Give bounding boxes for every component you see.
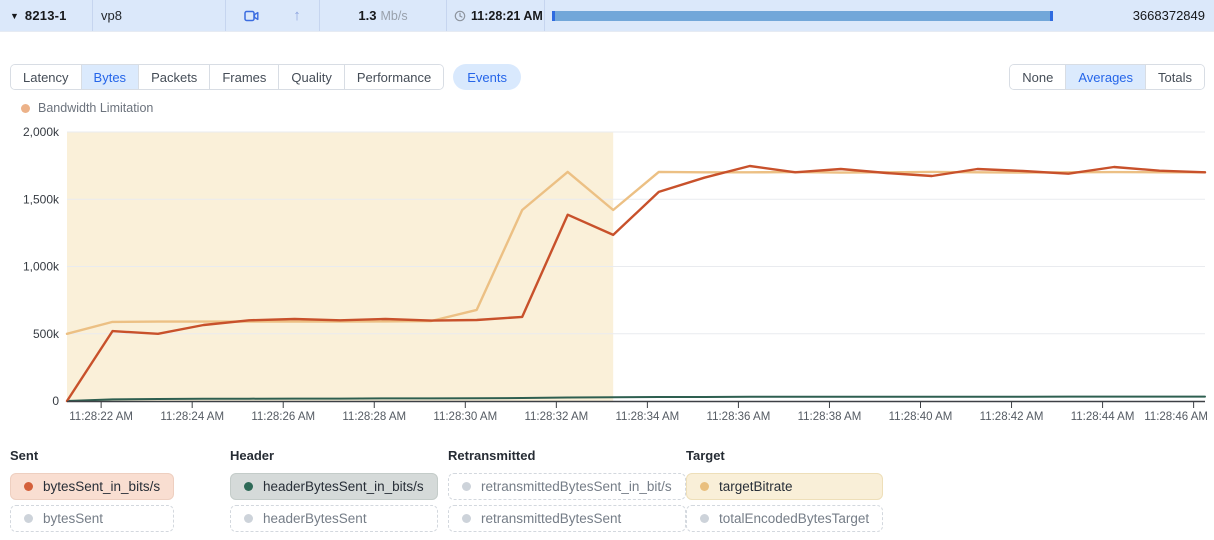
series-dot-icon [24, 514, 33, 523]
series-toggle-bytesSent_in_bits/s[interactable]: bytesSent_in_bits/s [10, 473, 175, 500]
bitrate-unit: Mb/s [380, 8, 408, 23]
x-tick-label: 11:28:42 AM [980, 411, 1044, 423]
x-tick-label: 11:28:26 AM [251, 411, 315, 423]
x-tick-label: 11:28:32 AM [524, 411, 588, 423]
legend-group-header: Header headerBytesSent_in_bits/s headerByt… [230, 448, 438, 537]
series-dot-icon [700, 514, 709, 523]
tab-latency[interactable]: Latency [11, 65, 81, 89]
codec-cell: vp8 [93, 0, 226, 31]
legend-group-title: Sent [10, 448, 39, 463]
upload-arrow-icon: ↑ [293, 7, 301, 24]
series-toggle-targetBitrate[interactable]: targetBitrate [686, 473, 884, 500]
series-toggle-bytesSent[interactable]: bytesSent [10, 505, 175, 532]
legend-group-title: Retransmitted [448, 448, 536, 463]
tab-performance[interactable]: Performance [343, 65, 444, 89]
series-toggle-label: headerBytesSent_in_bits/s [263, 479, 424, 494]
x-tick-label: 11:28:24 AM [160, 411, 224, 423]
timeline-range-bar[interactable] [552, 11, 1053, 21]
aggregation-tabs: None Averages Totals [1009, 64, 1205, 90]
series-line-bytesSent_in_bits/s [65, 164, 1207, 403]
tab-frames[interactable]: Frames [209, 65, 279, 89]
series-dot-icon [24, 482, 33, 491]
series-dot-icon [244, 482, 253, 491]
tab-totals[interactable]: Totals [1145, 65, 1204, 89]
series-legend: Sent bytesSent_in_bits/s bytesSent Header he… [0, 448, 1214, 540]
video-camera-icon [244, 10, 259, 21]
range-handle-left[interactable] [552, 11, 555, 21]
bandwidth-limitation-dot-icon [21, 103, 30, 113]
legend-group-retransmitted: Retransmitted retransmittedBytesSent_in_b… [448, 448, 686, 537]
series-toggle-label: headerBytesSent [263, 511, 367, 526]
bitrate-chart[interactable]: 11:28:22 AM 11:28:24 AM 11:28:26 AM 11:28:2… [0, 122, 1214, 434]
tab-events[interactable]: Events [453, 64, 522, 90]
x-tick-label: 11:28:44 AM [1071, 411, 1135, 423]
bitrate-value: 1.3 [358, 8, 377, 23]
event-legend: Bandwidth Limitation [21, 101, 153, 115]
legend-group-title: Target [686, 448, 725, 463]
y-tick-label: 500k [33, 327, 60, 341]
timeline-cell: 3668372849 [545, 0, 1214, 31]
series-dot-icon [700, 482, 709, 491]
x-tick-label: 11:28:30 AM [433, 411, 497, 423]
x-tick-label: 11:28:34 AM [616, 411, 680, 423]
stream-topbar: ▼ 8213-1 vp8 ↑ 1.3 Mb/s 11:28:21 AM 3668… [0, 0, 1214, 32]
x-tick-label: 11:28:40 AM [889, 411, 953, 423]
tab-bytes[interactable]: Bytes [80, 65, 139, 89]
tab-quality[interactable]: Quality [278, 65, 344, 89]
stream-id-number: 3668372849 [1132, 8, 1205, 23]
chart-controls-row: Latency Bytes Packets Frames Quality Performa… [10, 64, 1205, 90]
time-cell: 11:28:21 AM [447, 0, 545, 31]
stream-row-header[interactable]: ▼ 8213-1 [0, 0, 93, 31]
clock-icon [454, 10, 466, 21]
series-toggle-label: bytesSent [43, 511, 104, 526]
series-dot-icon [462, 514, 471, 523]
stream-label: 8213-1 [24, 8, 67, 23]
tabs-left: Latency Bytes Packets Frames Quality Performa… [10, 64, 522, 90]
x-tick-label: 11:28:36 AM [707, 411, 771, 423]
legend-group-sent: Sent bytesSent_in_bits/s bytesSent [10, 448, 175, 537]
bandwidth-limitation-label: Bandwidth Limitation [38, 101, 154, 115]
series-dot-icon [462, 482, 471, 491]
media-icons-cell: ↑ [226, 0, 320, 31]
series-toggle-retransmittedBytesSent[interactable]: retransmittedBytesSent [448, 505, 686, 532]
series-line-targetBitrate [65, 170, 1207, 336]
x-tick-label: 11:28:22 AM [69, 411, 133, 423]
series-toggle-label: bytesSent_in_bits/s [43, 479, 161, 494]
series-toggle-label: retransmittedBytesSent_in_bit/s [481, 479, 672, 494]
bitrate-cell: 1.3 Mb/s [320, 0, 447, 31]
x-tick-label: 11:28:28 AM [342, 411, 406, 423]
collapse-triangle-icon[interactable]: ▼ [10, 10, 19, 21]
y-tick-label: 1,500k [23, 192, 60, 206]
y-tick-label: 2,000k [23, 125, 60, 139]
series-toggle-totalEncodedBytesTarget[interactable]: totalEncodedBytesTarget [686, 505, 884, 532]
tab-packets[interactable]: Packets [138, 65, 210, 89]
x-tick-label: 11:28:46 AM [1144, 411, 1208, 423]
x-tick-label: 11:28:38 AM [798, 411, 862, 423]
current-time: 11:28:21 AM [471, 8, 543, 23]
tab-averages[interactable]: Averages [1065, 65, 1146, 89]
range-handle-right[interactable] [1050, 11, 1053, 21]
legend-group-title: Header [230, 448, 275, 463]
codec-label: vp8 [101, 8, 122, 23]
y-tick-label: 0 [52, 394, 59, 408]
series-toggle-headerBytesSent[interactable]: headerBytesSent [230, 505, 438, 532]
legend-group-target: Target targetBitrate totalEncodedBytesTarg… [686, 448, 884, 537]
tab-none[interactable]: None [1010, 65, 1066, 89]
series-toggle-label: totalEncodedBytesTarget [719, 511, 870, 526]
series-toggle-label: targetBitrate [719, 479, 793, 494]
series-dot-icon [244, 514, 253, 523]
series-toggle-retransmittedBytesSent_in_bit/s[interactable]: retransmittedBytesSent_in_bit/s [448, 473, 686, 500]
series-line-headerBytesSent_in_bits/s [66, 395, 1206, 402]
series-toggle-label: retransmittedBytesSent [481, 511, 622, 526]
y-tick-label: 1,000k [23, 260, 60, 274]
series-toggle-headerBytesSent_in_bits/s[interactable]: headerBytesSent_in_bits/s [230, 473, 438, 500]
chart-type-tabs: Latency Bytes Packets Frames Quality Performa… [10, 64, 445, 90]
